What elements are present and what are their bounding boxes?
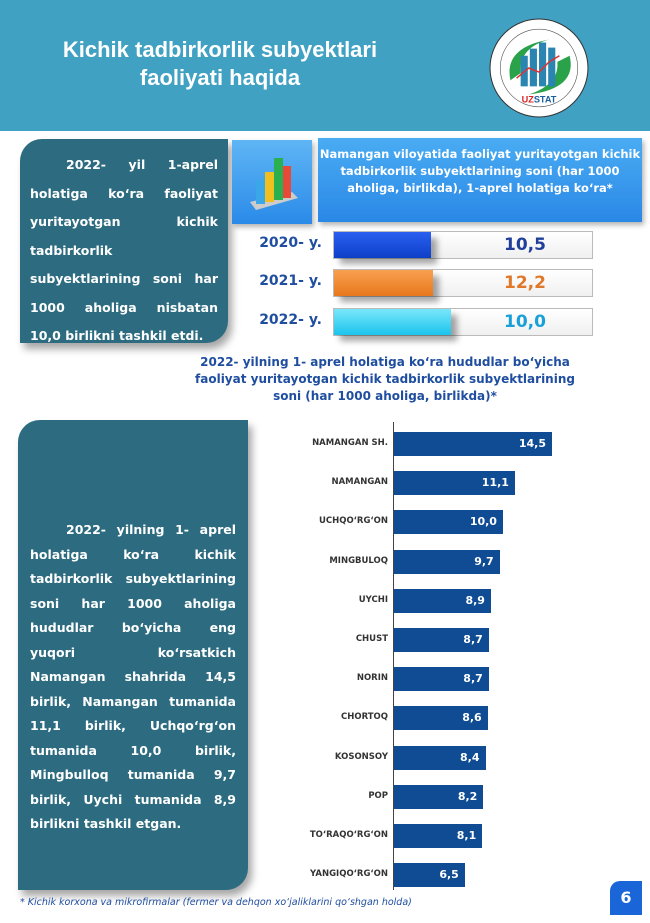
year-bar [334,232,431,258]
bar-value-label: 14,5 [518,437,546,450]
chart-row: POP 8,2 [260,784,600,809]
summary-box: 2022- yil 1-aprel holatiga ko‘ra faoliya… [20,139,228,343]
regional-bar-chart: NAMANGAN SH. 14,5 NAMANGAN 11,1 UCHQO‘RG‘ON 1… [260,422,600,890]
uzstat-logo: UZSTAT [489,18,589,118]
bar-value-label: 8,9 [465,593,485,607]
bar-value-label: 11,1 [481,476,509,490]
category-label: CHORTOQ [341,712,388,723]
year-value: 10,0 [504,312,546,332]
title-line-1: Kichik tadbirkorlik subyektlari [62,37,378,62]
bar-chart-icon [250,158,298,210]
page-number: 6 [610,881,642,915]
year-row-2021: 2021- y. 12,2 [230,269,600,297]
bar-value-label: 8,7 [463,633,483,646]
svg-text:UZSTAT: UZSTAT [522,95,557,105]
regional-summary-text: 2022- yilning 1- aprel holatiga ko‘ra ki… [30,522,236,831]
bar: 10,0 [394,510,503,535]
category-label: UYCHI [358,594,388,605]
bar: 6,5 [394,863,465,888]
bar-value-label: 6,5 [439,868,459,882]
bar-value-label: 8,7 [463,672,483,686]
page-title: Kichik tadbirkorlik subyektlari faoliyat… [40,36,400,92]
header-banner: Kichik tadbirkorlik subyektlari faoliyat… [0,0,650,131]
category-label: YANGIQO‘RG‘ON [310,869,388,880]
bar-value-label: 8,4 [460,750,480,764]
chart-row: KOSONSOY 8,4 [260,745,600,770]
bar-value-label: 8,1 [456,829,477,842]
chart-subtitle: 2022- yilning 1- aprel holatiga ko‘ra hu… [195,355,575,403]
bar: 9,7 [394,549,500,574]
chart-row: YANGIQO‘RG‘ON 6,5 [260,863,600,888]
bar-value-label: 8,6 [462,711,482,725]
year-label: 2020- y. [259,235,322,251]
bar: 8,9 [394,588,491,613]
chart-row: NAMANGAN SH. 14,5 [260,432,600,456]
year-bar [334,309,451,335]
chart-row: TO‘RAQO‘RG‘ON 8,1 [260,824,600,848]
chart-icon-box [232,140,312,224]
category-label: NAMANGAN SH. [312,438,388,448]
bar: 8,6 [394,706,488,731]
bar: 8,7 [394,667,489,692]
year-row-2020: 2020- y. 10,5 [230,231,600,259]
bar: 11,1 [394,471,515,496]
bar: 14,5 [394,432,552,456]
chart-row: UYCHI 8,9 [260,588,600,613]
footnote: * Kichik korxona va mikrofirmalar (ferme… [20,897,412,908]
bar: 8,2 [394,784,484,809]
chart-row: UCHQO‘RG‘ON 10,0 [260,510,600,535]
chart-row: MINGBULOQ 9,7 [260,549,600,574]
category-label: NAMANGAN [331,477,388,488]
chart-row: NORIN 8,7 [260,667,600,692]
category-label: NORIN [356,673,388,684]
summary-text: 2022- yil 1-aprel holatiga ko‘ra faoliya… [30,157,218,343]
bar: 8,1 [394,824,483,848]
year-row-2022: 2022- y. 10,0 [230,308,600,336]
chart-axis [393,422,394,890]
regional-summary-box: 2022- yilning 1- aprel holatiga ko‘ra ki… [18,420,248,890]
year-label: 2021- y. [259,273,322,289]
category-label: UCHQO‘RG‘ON [318,516,388,527]
year-value: 10,5 [504,235,546,255]
bar-value-label: 8,2 [457,789,478,803]
chart-row: CHUST 8,7 [260,628,600,652]
year-value: 12,2 [504,273,546,293]
bar: 8,4 [394,745,486,770]
chart-row: NAMANGAN 11,1 [260,471,600,496]
bar-value-label: 9,7 [474,554,494,568]
category-label: MINGBULOQ [329,555,388,566]
bar-value-label: 10,0 [469,515,497,529]
year-bar [334,270,433,296]
chart-row: CHORTOQ 8,6 [260,706,600,731]
year-label: 2022- y. [259,312,322,328]
category-label: TO‘RAQO‘RG‘ON [309,830,388,840]
top-panel-title: Namangan viloyatida faoliyat yuritayotga… [318,138,642,222]
category-label: POP [368,790,388,801]
bar: 8,7 [394,628,489,652]
category-label: KOSONSOY [334,751,388,762]
category-label: CHUST [355,634,388,644]
title-line-2: faoliyati haqida [139,65,301,90]
